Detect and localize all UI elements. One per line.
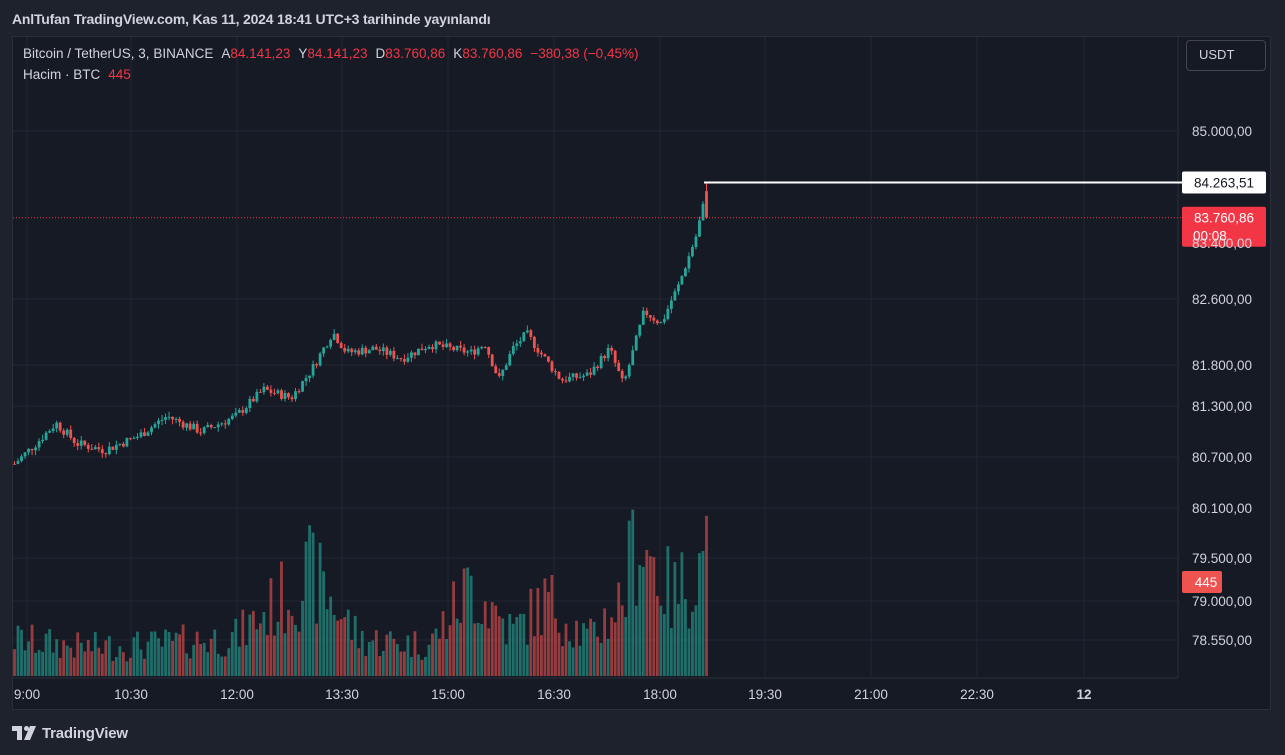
currency-selector[interactable]: USDT (1186, 40, 1266, 71)
close-label: K (453, 46, 463, 61)
open-value: 84.141,23 (230, 46, 291, 61)
volume-value: 445 (108, 67, 131, 82)
low-label: D (375, 46, 386, 61)
volume-label: Hacim · BTC (23, 67, 101, 82)
publisher-info: AnlTufan TradingView.com, Kas 11, 2024 1… (12, 11, 491, 27)
change-value: −380,38 (−0,45%) (530, 46, 639, 61)
close-value: 83.760,86 (462, 46, 523, 61)
low-value: 83.760,86 (385, 46, 446, 61)
tradingview-logo-icon (12, 726, 36, 740)
high-value: 84.141,23 (307, 46, 368, 61)
symbol-name: Bitcoin / TetherUS, 3, BINANCE (23, 46, 214, 61)
tradingview-brand: TradingView (42, 725, 128, 742)
open-label: A (221, 46, 231, 61)
high-label: Y (298, 46, 308, 61)
volume-legend[interactable]: Hacim · BTC 445 (23, 67, 139, 82)
symbol-legend[interactable]: Bitcoin / TetherUS, 3, BINANCE A84.141,23… (23, 46, 638, 61)
header-bar: AnlTufan TradingView.com, Kas 11, 2024 1… (0, 0, 1285, 36)
chart-frame[interactable] (12, 36, 1271, 710)
